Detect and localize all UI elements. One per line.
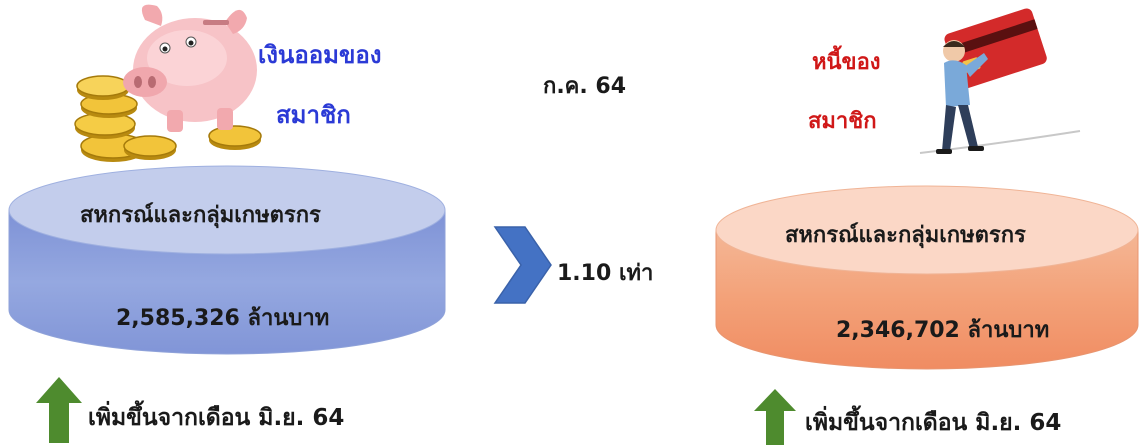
arrow-up-icon <box>36 377 82 443</box>
debt-cylinder <box>715 185 1139 370</box>
savings-title-line1: เงินออมของ <box>258 41 382 69</box>
date-label: ก.ค. 64 <box>543 74 627 99</box>
arrow-up-icon <box>754 389 796 445</box>
debt-change-note: เพิ่มขึ้นจากเดือน มิ.ย. 64 <box>805 410 1062 436</box>
chevron-right-icon <box>493 226 552 304</box>
piggy-bank-icon <box>74 4 262 162</box>
ratio-label: 1.10 เท่า <box>557 261 654 286</box>
debt-title-line1: หนี้ของ <box>812 50 881 75</box>
savings-cylinder <box>8 165 446 355</box>
savings-change-note: เพิ่มขึ้นจากเดือน มิ.ย. 64 <box>88 405 345 431</box>
debt-cylinder-label: สหกรณ์และกลุ่มเกษตรกร <box>785 223 1026 248</box>
savings-title-line2: สมาชิก <box>276 101 351 129</box>
man-carrying-credit-card-icon <box>919 8 1081 154</box>
savings-cylinder-label: สหกรณ์และกลุ่มเกษตรกร <box>80 203 321 228</box>
gold-coins-icon <box>74 75 262 162</box>
debt-amount: 2,346,702 ล้านบาท <box>836 318 1050 343</box>
debt-title-line2: สมาชิก <box>808 109 877 134</box>
savings-amount: 2,585,326 ล้านบาท <box>116 306 330 331</box>
